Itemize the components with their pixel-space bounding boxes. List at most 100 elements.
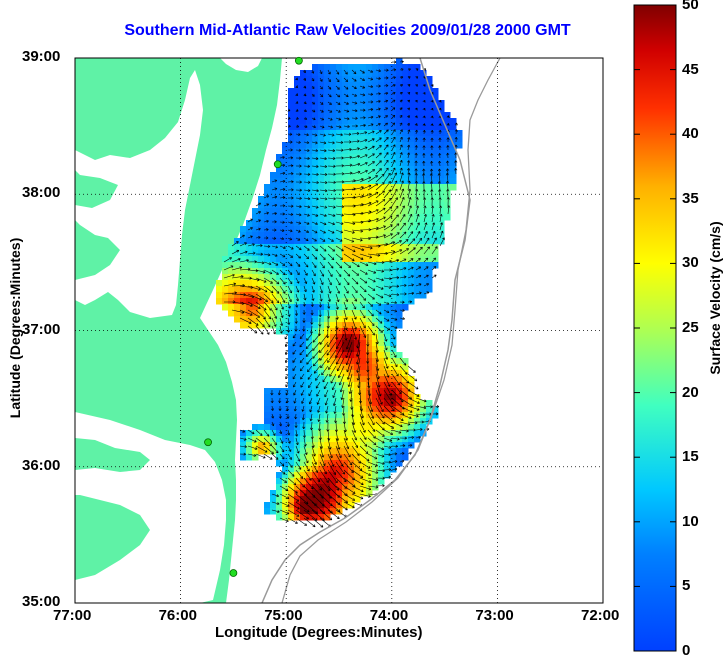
- velocity-arrow: [391, 259, 400, 263]
- velocity-cell: [432, 412, 439, 419]
- velocity-cell: [396, 142, 403, 149]
- velocity-cell: [366, 274, 373, 281]
- velocity-cell: [336, 190, 343, 197]
- bathymetry-contour: [281, 58, 501, 603]
- velocity-cell: [336, 328, 343, 335]
- velocity-cell: [444, 160, 451, 167]
- velocity-cell: [312, 136, 319, 143]
- velocity-cell: [342, 364, 349, 371]
- velocity-cell: [306, 106, 313, 113]
- hf-radar-station-marker: [229, 569, 238, 577]
- velocity-arrow: [407, 91, 411, 95]
- velocity-cell: [402, 238, 409, 245]
- velocity-cell: [360, 190, 367, 197]
- velocity-arrow: [308, 381, 313, 388]
- velocity-arrow: [367, 169, 376, 175]
- velocity-cell: [348, 274, 355, 281]
- velocity-arrow: [375, 182, 385, 191]
- velocity-cell: [372, 64, 379, 71]
- velocity-cell: [342, 442, 349, 449]
- velocity-cell: [318, 340, 325, 347]
- velocity-cell: [306, 172, 313, 179]
- velocity-arrow: [316, 397, 321, 405]
- velocity-arrow: [319, 109, 324, 113]
- velocity-arrow: [407, 144, 411, 151]
- velocity-cell: [390, 142, 397, 149]
- velocity-cell: [384, 238, 391, 245]
- velocity-cell: [252, 298, 259, 305]
- velocity-cell: [426, 238, 433, 245]
- velocity-cell: [294, 388, 301, 395]
- velocity-arrow: [263, 309, 272, 320]
- velocity-arrow: [430, 129, 434, 135]
- velocity-cell: [372, 364, 379, 371]
- velocity-cell: [402, 244, 409, 251]
- velocity-cell: [294, 142, 301, 149]
- velocity-cell: [258, 256, 265, 263]
- velocity-cell: [372, 226, 379, 233]
- velocity-cell: [366, 352, 373, 359]
- velocity-cell: [348, 388, 355, 395]
- velocity-cell: [312, 292, 319, 299]
- velocity-cell: [402, 172, 409, 179]
- velocity-cell: [300, 448, 307, 455]
- velocity-arrow: [422, 181, 426, 191]
- x-tick-label: 72:00: [581, 607, 620, 624]
- velocity-arrow: [325, 405, 329, 414]
- velocity-cell: [264, 286, 271, 293]
- velocity-arrow: [319, 213, 327, 217]
- velocity-arrow: [239, 437, 247, 441]
- velocity-cell: [312, 436, 319, 443]
- velocity-cell: [378, 202, 385, 209]
- velocity-cell: [318, 352, 325, 359]
- velocity-cell: [372, 406, 379, 413]
- velocity-cell: [288, 448, 295, 455]
- velocity-cell: [426, 262, 433, 269]
- velocity-cell: [300, 178, 307, 185]
- velocity-cell: [426, 112, 433, 119]
- velocity-cell: [306, 220, 313, 227]
- velocity-cell: [348, 442, 355, 449]
- velocity-arrow: [311, 213, 319, 217]
- velocity-cell: [402, 190, 409, 197]
- velocity-cell: [294, 418, 301, 425]
- velocity-cell: [372, 466, 379, 473]
- velocity-cell: [300, 304, 307, 311]
- velocity-cell: [306, 502, 313, 509]
- velocity-cell: [228, 298, 235, 305]
- velocity-cell: [306, 316, 313, 323]
- velocity-arrow: [375, 309, 382, 315]
- velocity-cell: [390, 280, 397, 287]
- velocity-cell: [360, 124, 367, 131]
- velocity-arrow: [295, 437, 299, 446]
- velocity-arrow: [375, 453, 385, 458]
- velocity-arrow: [399, 180, 404, 191]
- velocity-cell: [276, 238, 283, 245]
- velocity-cell: [354, 460, 361, 467]
- velocity-cell: [324, 244, 331, 251]
- velocity-arrow: [319, 189, 328, 193]
- velocity-cell: [234, 298, 241, 305]
- velocity-cell: [348, 346, 355, 353]
- velocity-arrow: [295, 205, 302, 209]
- velocity-cell: [408, 100, 415, 107]
- velocity-cell: [336, 268, 343, 275]
- velocity-cell: [336, 322, 343, 329]
- velocity-cell: [420, 274, 427, 281]
- velocity-cell: [444, 130, 451, 137]
- velocity-cell: [270, 208, 277, 215]
- velocity-cell: [354, 226, 361, 233]
- velocity-arrow: [303, 205, 311, 209]
- velocity-cell: [354, 268, 361, 275]
- velocity-cell: [324, 208, 331, 215]
- velocity-cell: [354, 382, 361, 389]
- velocity-cell: [306, 352, 313, 359]
- velocity-arrow: [279, 171, 286, 175]
- velocity-arrow: [446, 160, 450, 167]
- velocity-cell: [306, 484, 313, 491]
- velocity-arrow: [422, 168, 426, 175]
- velocity-arrow: [303, 180, 311, 184]
- velocity-cell: [390, 238, 397, 245]
- velocity-cell: [288, 442, 295, 449]
- velocity-cell: [348, 262, 355, 269]
